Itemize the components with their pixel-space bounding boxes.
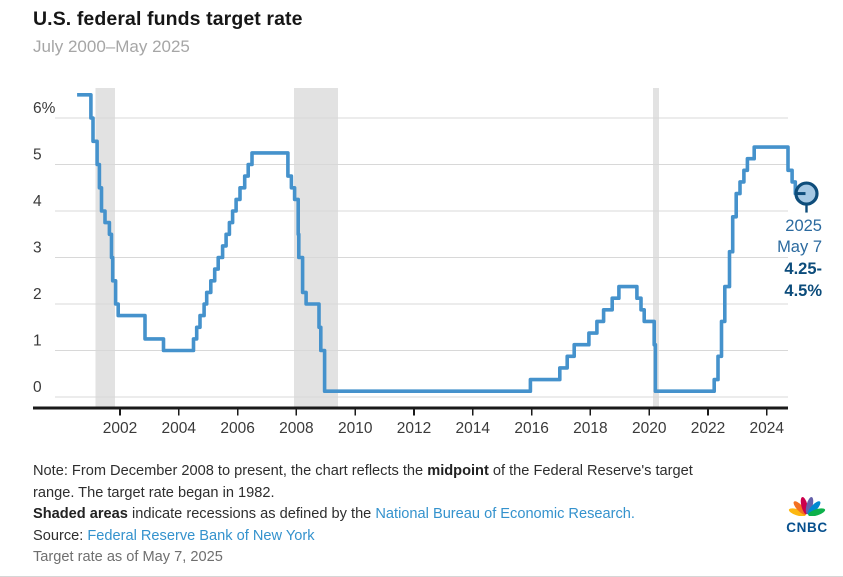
note-line1: Note: From December 2008 to present, the… <box>33 463 428 479</box>
rate-line <box>77 93 807 393</box>
x-axis-label: 2012 <box>397 420 431 437</box>
x-axis-label: 2006 <box>220 420 254 437</box>
note-midpoint-bold: midpoint <box>427 463 489 479</box>
x-axis-label: 2004 <box>162 420 197 437</box>
note-shaded-bold: Shaded areas <box>33 506 128 523</box>
peacock-feather <box>805 497 814 515</box>
x-axis-label: 2010 <box>338 420 373 437</box>
cnbc-logo-text: CNBC <box>786 520 828 535</box>
peacock-feather <box>793 501 807 515</box>
fed-funds-rate-chart: 6% 5 4 3 2 1 0 2002 2004 2006 2008 2010 2012 2014 2016… <box>33 88 822 437</box>
x-axis-label: 2022 <box>691 420 725 437</box>
y-axis-label: 6% <box>33 100 56 117</box>
note-line1-end: of the Federal Reserve's target <box>488 463 693 479</box>
y-axis-label: 0 <box>33 379 42 396</box>
x-axis-label: 2024 <box>750 420 785 437</box>
x-axis-label: 2014 <box>456 420 491 437</box>
annotation-value-top: 4.25- <box>784 260 822 278</box>
source-label: Source: <box>33 527 88 544</box>
source-link[interactable]: Federal Reserve Bank of New York <box>87 527 315 544</box>
annotation-value-bottom: 4.5% <box>784 282 822 300</box>
x-axis-label: 2018 <box>573 420 607 437</box>
recession-band <box>653 88 659 408</box>
x-axis-label: 2002 <box>103 420 137 437</box>
x-axis-label: 2020 <box>632 420 667 437</box>
x-axis-label: 2016 <box>514 420 548 437</box>
peacock-feather <box>788 508 806 517</box>
endpoint-marker <box>794 181 819 206</box>
note-text: Note: From December 2008 to present, the… <box>33 461 773 526</box>
footnotes: Note: From December 2008 to present, the… <box>33 461 773 569</box>
source-line: Source: Federal Reserve Bank of New York… <box>33 526 773 569</box>
page-subtitle: July 2000–May 2025 <box>33 37 190 56</box>
cnbc-logo: CNBC <box>779 495 835 535</box>
y-axis-label: 1 <box>33 333 42 350</box>
asof-text: Target rate as of May 7, 2025 <box>33 549 223 566</box>
page-title: U.S. federal funds target rate <box>33 8 303 30</box>
y-axis-label: 4 <box>33 193 42 210</box>
recession-band <box>294 88 339 408</box>
x-axis-label: 2008 <box>279 420 313 437</box>
peacock-feather <box>807 501 821 515</box>
cnbc-peacock-icon <box>788 497 826 517</box>
note-line2: range. The target rate began in 1982. <box>33 484 275 501</box>
note-line3: indicate recessions as defined by the <box>127 506 376 523</box>
peacock-feather <box>808 508 826 517</box>
y-axis-label: 2 <box>33 286 42 303</box>
annotation-year: 2025 <box>785 217 822 235</box>
y-axis-label: 3 <box>33 240 42 257</box>
nber-link[interactable]: National Bureau of Economic Research. <box>375 506 635 523</box>
annotation-date: May 7 <box>777 238 822 256</box>
y-axis-label: 5 <box>33 147 42 164</box>
